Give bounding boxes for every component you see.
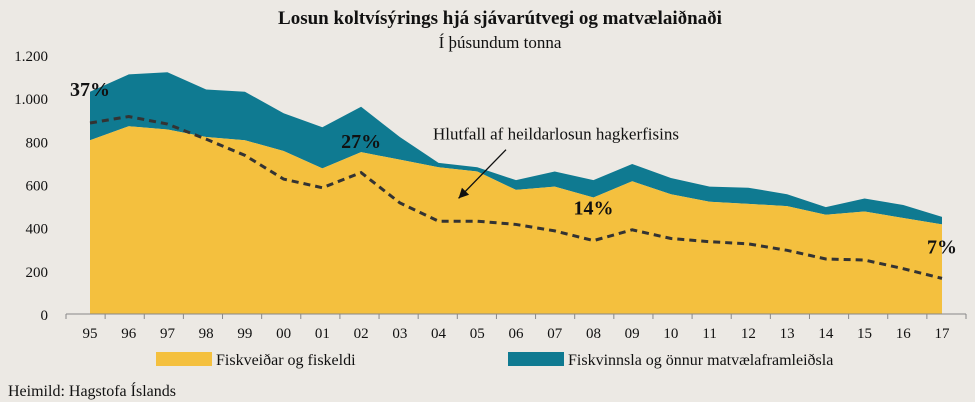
percent-label: 7% bbox=[927, 237, 957, 259]
dashed-share-line bbox=[89, 114, 943, 280]
x-tick-label: 01 bbox=[315, 326, 330, 342]
annotation-arrow-shaft bbox=[458, 149, 507, 199]
x-tick-label: 11 bbox=[702, 326, 716, 342]
y-tick-label: 400 bbox=[26, 222, 49, 238]
x-tick-label: 03 bbox=[392, 326, 407, 342]
x-tick-label: 09 bbox=[625, 326, 640, 342]
annotation-arrow-head bbox=[458, 187, 470, 199]
legend-label: Fiskvinnsla og önnur matvælaframleiðsla bbox=[568, 352, 833, 369]
x-tick-label: 12 bbox=[741, 326, 756, 342]
x-tick-label: 00 bbox=[276, 326, 291, 342]
x-tick-label: 15 bbox=[857, 326, 872, 342]
x-tick-label: 06 bbox=[509, 326, 525, 342]
x-tick-label: 95 bbox=[83, 326, 98, 342]
x-tick-label: 96 bbox=[121, 326, 137, 342]
source-note: Heimild: Hagstofa Íslands bbox=[8, 381, 176, 400]
y-tick-label: 1.000 bbox=[14, 92, 48, 108]
area-series-fiskveidar bbox=[90, 126, 942, 314]
y-tick-label: 0 bbox=[41, 308, 49, 324]
y-tick-label: 1.200 bbox=[14, 49, 48, 65]
x-tick-label: 14 bbox=[818, 326, 834, 342]
legend-swatch bbox=[156, 352, 212, 366]
legend-label: Fiskveiðar og fiskeldi bbox=[216, 352, 356, 369]
percent-label: 14% bbox=[573, 198, 613, 220]
x-tick-label: 17 bbox=[935, 326, 951, 342]
y-tick-label: 200 bbox=[26, 265, 49, 281]
y-tick-label: 800 bbox=[26, 135, 49, 151]
x-tick-label: 13 bbox=[780, 326, 795, 342]
x-tick-label: 98 bbox=[199, 326, 214, 342]
x-tick-label: 02 bbox=[354, 326, 369, 342]
percent-label: 37% bbox=[70, 79, 110, 101]
x-tick-label: 97 bbox=[160, 326, 176, 342]
x-tick-label: 08 bbox=[586, 326, 601, 342]
area-series-fiskvinnsla bbox=[90, 72, 942, 225]
x-tick-label: 05 bbox=[470, 326, 485, 342]
x-tick-label: 07 bbox=[547, 326, 563, 342]
x-tick-label: 99 bbox=[237, 326, 252, 342]
arrow-annotation-label: Hlutfall af heildarlosun hagkerfisins bbox=[433, 125, 679, 144]
y-tick-label: 600 bbox=[26, 179, 49, 195]
legend-swatch bbox=[508, 352, 564, 366]
chart-title: Losun koltvísýrings hjá sjávarútvegi og … bbox=[278, 8, 722, 29]
x-tick-label: 04 bbox=[431, 326, 447, 342]
chart-subtitle: Í þúsundum tonna bbox=[439, 33, 562, 52]
x-tick-label: 10 bbox=[663, 326, 678, 342]
x-tick-label: 16 bbox=[896, 326, 912, 342]
percent-label: 27% bbox=[341, 131, 381, 153]
